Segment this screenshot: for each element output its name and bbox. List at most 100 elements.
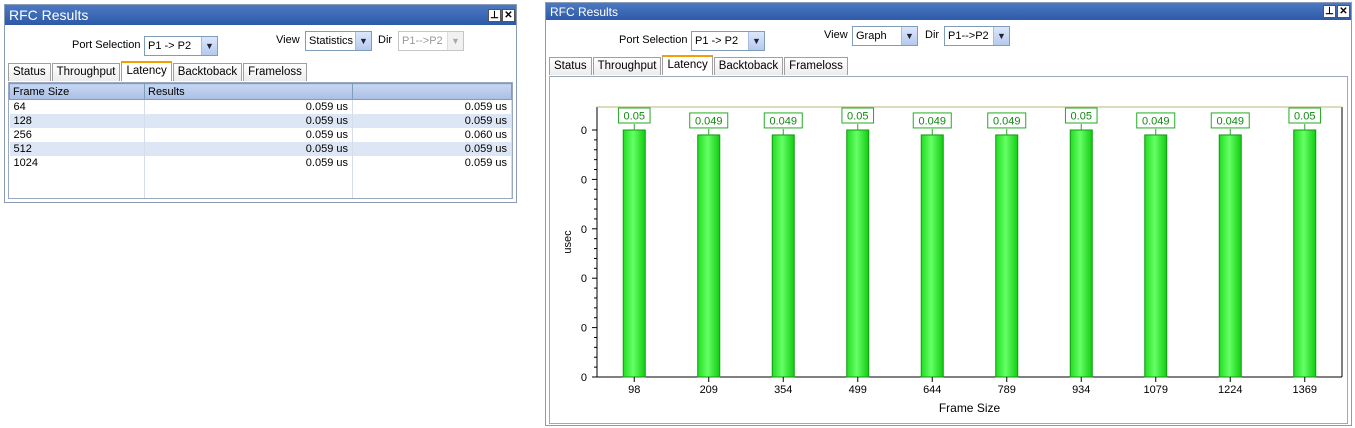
table-row[interactable]: 1024 0.059 us 0.059 us [9,155,512,170]
frame-size-cell: 64 [9,99,145,114]
pin-icon[interactable]: ⊥ [488,8,501,22]
chevron-down-icon: ▼ [748,32,764,50]
frame-size-cell: 128 [9,113,145,128]
port-selection-value: P1 -> P2 [695,35,739,47]
data-label-box [987,112,1027,129]
data-label: 0.049 [1216,115,1244,127]
y-tick-label: 0 [581,224,587,236]
data-label: 0.05 [1071,111,1092,123]
tab-status[interactable]: Status [549,57,592,75]
dir-label: Dir [925,29,940,41]
port-selection-label: Port Selection [72,39,141,51]
y-tick-label: 0 [581,372,587,384]
bar [622,129,646,378]
tab-frameloss[interactable]: Frameloss [784,57,848,75]
result-cell: 0.059 us [352,99,512,114]
port-selection-dropdown[interactable]: P1 -> P2 ▼ [691,31,765,51]
frame-size-cell: 256 [9,127,145,142]
bar [1144,134,1168,378]
chevron-down-icon: ▼ [993,27,1009,45]
port-selection-label: Port Selection [619,34,688,46]
result-cell: 0.060 us [352,127,512,142]
tab-throughput[interactable]: Throughput [51,63,121,81]
x-tick-label: 98 [628,384,640,396]
data-label: 0.049 [918,115,946,127]
result-cell: 0.059 us [144,99,353,114]
x-tick-label: 644 [923,384,941,396]
tab-latency[interactable]: Latency [662,55,713,75]
x-tick-label: 1369 [1293,384,1317,396]
dir-label: Dir [378,34,393,46]
table-row[interactable]: 128 0.059 us 0.059 us [9,113,512,128]
left-controls: Port Selection P1 -> P2 ▼ View Statistic… [5,25,516,57]
tab-latency[interactable]: Latency [121,61,172,81]
dir-value: P1-->P2 [402,35,443,47]
dir-value: P1-->P2 [948,30,989,42]
y-axis-label: usec [562,230,574,254]
result-cell: 0.059 us [352,113,512,128]
right-panel-title: RFC Results [550,4,619,19]
view-dropdown[interactable]: Graph ▼ [852,26,918,46]
table-row[interactable]: 64 0.059 us 0.059 us [9,99,512,114]
close-icon[interactable]: ✕ [502,8,515,22]
table-row[interactable]: 512 0.059 us 0.059 us [9,141,512,156]
tab-frameloss[interactable]: Frameloss [243,63,307,81]
empty-row [9,183,512,198]
tab-throughput[interactable]: Throughput [592,57,662,75]
bar [1069,129,1093,378]
data-label-box [1136,112,1176,129]
result-cell: 0.059 us [144,155,353,170]
dir-dropdown[interactable]: P1-->P2 ▼ [944,26,1010,46]
left-results-panel: RFC Results ⊥ ✕ Port Selection P1 -> P2 … [4,4,517,203]
left-tab-strip: Status Throughput Latency Backtoback Fra… [8,61,308,81]
x-tick-label: 789 [998,384,1016,396]
data-label-box [763,112,803,129]
data-label-box [841,107,875,124]
column-header-extra[interactable] [352,83,512,100]
close-icon[interactable]: ✕ [1337,5,1350,18]
view-label: View [824,29,848,41]
bar [846,129,870,378]
tab-backtoback[interactable]: Backtoback [713,57,784,75]
table-header-row: Frame Size Results [9,83,512,100]
view-label: View [276,34,300,46]
tab-status[interactable]: Status [8,63,51,81]
chevron-down-icon: ▼ [901,27,917,45]
latency-bar-chart: 0 0 0 0 0 0 usec 0.05 98 0.049 209 0.049 354 0.05 499 0… [562,106,1343,415]
column-header-results[interactable]: Results [144,83,353,100]
data-label: 0.049 [695,115,723,127]
result-cell: 0.059 us [144,113,353,128]
pin-icon[interactable]: ⊥ [1323,5,1336,18]
right-results-panel: RFC Results ⊥ ✕ Port Selection P1 -> P2 … [545,2,1352,426]
x-tick-label: 499 [849,384,867,396]
y-tick-label: 0 [581,174,587,186]
frame-size-cell: 512 [9,141,145,156]
x-tick-label: 1224 [1218,384,1242,396]
view-dropdown[interactable]: Statistics ▼ [305,31,372,51]
data-label-box [1288,107,1322,124]
table-row[interactable]: 256 0.059 us 0.060 us [9,127,512,142]
x-tick-label: 1079 [1144,384,1168,396]
tab-backtoback[interactable]: Backtoback [172,63,243,81]
view-value: Graph [856,30,887,42]
bar [771,134,795,378]
x-tick-label: 209 [700,384,718,396]
column-header-frame-size[interactable]: Frame Size [9,83,145,100]
chevron-down-icon: ▼ [447,32,463,50]
right-title-bar: RFC Results ⊥ ✕ [546,3,1351,20]
data-label: 0.05 [847,111,868,123]
data-label: 0.05 [1294,111,1315,123]
results-table-container: Frame Size Results 64 0.059 us 0.059 us … [8,82,513,199]
results-table: Frame Size Results 64 0.059 us 0.059 us … [9,83,512,198]
frame-size-cell: 1024 [9,155,145,170]
dir-dropdown[interactable]: P1-->P2 ▼ [398,31,464,51]
port-selection-dropdown[interactable]: P1 -> P2 ▼ [144,36,218,56]
chart-area: 0 0 0 0 0 0 usec 0.05 98 0.049 209 0.049 354 0.05 499 0… [549,76,1348,424]
bar [1293,129,1317,378]
bar [920,134,944,378]
data-label-box [617,107,651,124]
result-cell: 0.059 us [352,141,512,156]
bar [995,134,1019,378]
result-cell: 0.059 us [144,141,353,156]
port-selection-value: P1 -> P2 [148,40,192,52]
